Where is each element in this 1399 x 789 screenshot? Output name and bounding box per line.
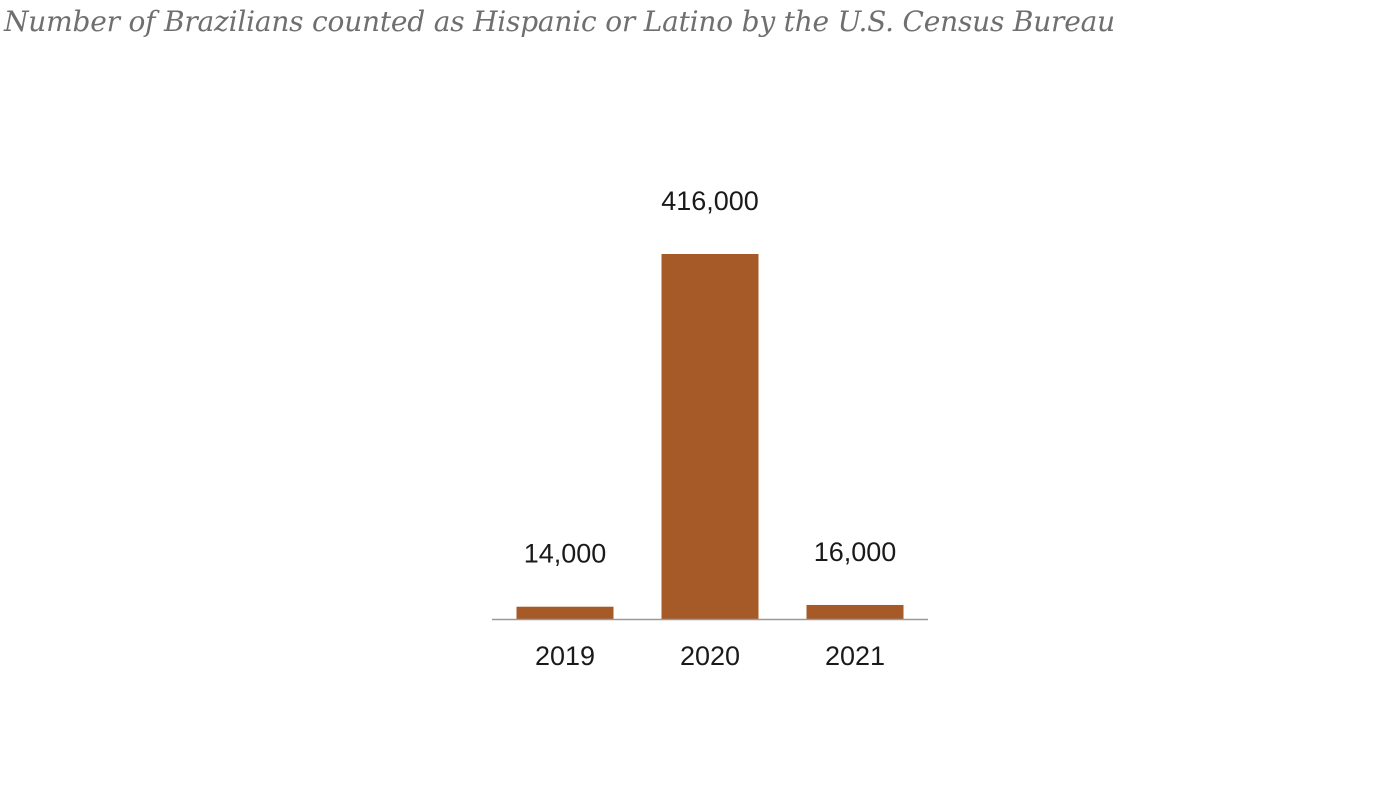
chart-title: Number of Brazilians counted as Hispanic…: [4, 5, 1115, 38]
x-tick-label-2019: 2019: [535, 641, 595, 671]
x-tick-label-2020: 2020: [680, 641, 740, 671]
value-label-2021: 16,000: [814, 537, 897, 567]
value-labels-group: 14,000 416,000 16,000: [524, 186, 897, 569]
x-tick-label-2021: 2021: [825, 641, 885, 671]
value-label-2020: 416,000: [661, 186, 759, 216]
x-tick-labels-group: 2019 2020 2021: [535, 641, 885, 671]
value-label-2019: 14,000: [524, 539, 607, 569]
bars-group: [516, 254, 904, 619]
bar-2020: [661, 254, 759, 619]
bar-2021: [806, 604, 904, 619]
bar-2019: [516, 606, 614, 619]
